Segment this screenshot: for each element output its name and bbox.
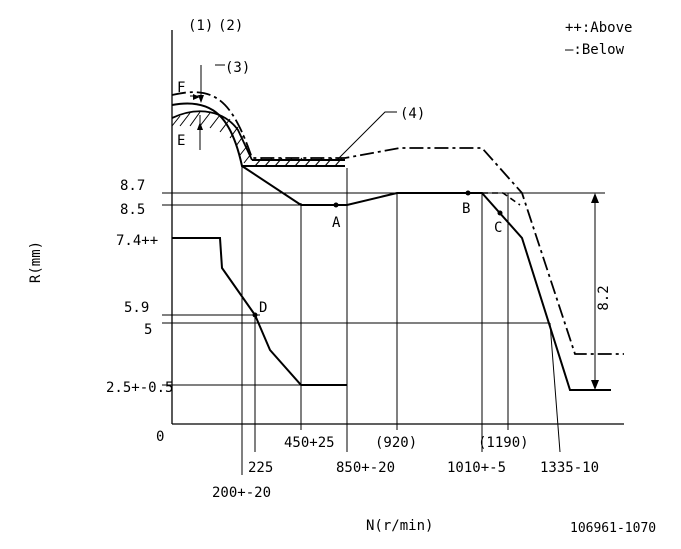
part-number: 106961-1070: [570, 521, 656, 536]
dimension-8.2: [570, 196, 605, 391]
point-B: B: [462, 201, 470, 217]
x-reference-lines: [241, 165, 561, 475]
callout-F: F: [177, 80, 185, 96]
y-tick-2.5: 2.5+-0.5: [106, 380, 173, 396]
stop-line-hatch: [252, 157, 345, 167]
callout-4: (4): [400, 106, 425, 122]
x-tick-1335: 1335-10: [540, 460, 599, 476]
point-C: C: [494, 220, 502, 236]
dimension-arrows: [591, 193, 599, 390]
x-tick-1010: 1010+-5: [447, 460, 506, 476]
y-tick-8.7: 8.7: [120, 178, 145, 194]
axes: [171, 30, 624, 425]
upper-tolerance-curve: [171, 91, 624, 355]
hatched-region: [171, 110, 253, 164]
y-axis-label: R(mm): [28, 241, 44, 283]
x-tick-1190: (1190): [478, 435, 529, 451]
y-tick-7.4: 7.4++: [116, 233, 158, 249]
callout-leaders: [190, 64, 397, 161]
y-tick-8.5: 8.5: [120, 202, 145, 218]
origin-label: 0: [156, 429, 164, 445]
dimension-label: 8.2: [596, 285, 612, 310]
dashed-segment-c: [482, 192, 521, 206]
legend-below: —:Below: [565, 42, 625, 58]
callout-1: (1): [188, 18, 213, 34]
x-tick-225: 225: [248, 460, 273, 476]
x-tick-850: 850+-20: [336, 460, 395, 476]
x-tick-920: (920): [375, 435, 417, 451]
main-characteristic-curve-2: [241, 165, 611, 391]
callout-E: E: [177, 133, 185, 149]
callout-3: (3): [225, 60, 250, 76]
callout-2: (2): [218, 18, 243, 34]
main-characteristic-curve: [171, 102, 345, 167]
x-axis-label: N(r/min): [366, 518, 433, 534]
x-tick-450: 450+25: [284, 435, 335, 451]
y-tick-5.9: 5.9: [124, 300, 149, 316]
y-tick-5: 5: [144, 322, 152, 338]
x-tick-200: 200+-20: [212, 485, 271, 501]
point-markers: [252, 190, 503, 318]
point-D: D: [259, 300, 267, 316]
legend-above: ++:Above: [565, 20, 632, 36]
point-A: A: [332, 215, 341, 231]
